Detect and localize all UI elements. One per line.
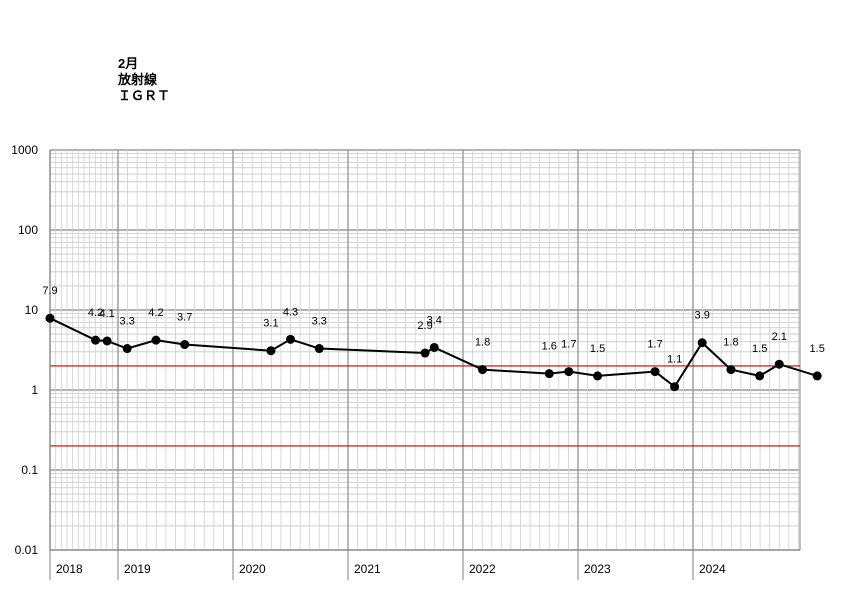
- data-point: [478, 365, 488, 375]
- data-label: 3.7: [177, 312, 192, 324]
- series-line: [49, 317, 818, 389]
- data-point: [151, 335, 161, 345]
- data-label: 3.4: [427, 314, 442, 326]
- data-point: [697, 338, 707, 348]
- data-point: [266, 346, 276, 356]
- data-label: 1.1: [667, 354, 682, 366]
- data-point: [755, 371, 765, 381]
- chart-title-block: 2月 放射線 ＩＧＲＴ: [118, 56, 170, 104]
- data-label: 1.8: [723, 337, 738, 349]
- x-tick-label: 2021: [354, 562, 381, 576]
- x-tick-label: 2018: [56, 562, 83, 576]
- data-label: 7.9: [42, 285, 57, 297]
- data-point: [314, 344, 324, 354]
- data-label: 2.1: [772, 331, 787, 343]
- y-tick-label: 10: [25, 303, 39, 317]
- data-point: [286, 334, 295, 344]
- data-label: 1.7: [561, 339, 576, 351]
- data-point: [544, 369, 554, 379]
- data-label: 3.9: [695, 310, 710, 322]
- data-point: [650, 367, 660, 377]
- data-label: 4.2: [148, 307, 163, 319]
- data-point: [670, 382, 680, 392]
- data-label: 1.7: [647, 339, 662, 351]
- data-label: 1.6: [542, 341, 557, 353]
- data-point: [180, 340, 190, 350]
- series-line-layer: [49, 317, 818, 389]
- y-tick-label: 0.01: [15, 543, 39, 557]
- x-tick-label: 2022: [469, 562, 496, 576]
- title-item: ＩＧＲＴ: [118, 88, 171, 103]
- data-points: [45, 313, 822, 392]
- data-label: 1.5: [810, 343, 825, 355]
- x-tick-label: 2019: [124, 562, 151, 576]
- data-label: 4.1: [99, 308, 114, 320]
- x-tick-label: 2023: [584, 562, 611, 576]
- data-point: [420, 348, 430, 358]
- data-label: 3.3: [120, 316, 135, 328]
- title-department: 放射線: [118, 72, 158, 87]
- y-tick-label: 100: [18, 223, 38, 237]
- data-point: [774, 359, 784, 369]
- data-label: 3.3: [312, 316, 327, 328]
- data-point: [564, 367, 574, 377]
- data-point: [812, 371, 822, 381]
- data-label: 1.5: [590, 343, 605, 355]
- data-point: [102, 336, 112, 346]
- title-month: 2月: [118, 56, 139, 71]
- data-point: [91, 335, 101, 345]
- y-tick-label: 0.1: [21, 463, 38, 477]
- data-label: 3.1: [263, 318, 278, 330]
- data-label: 1.5: [752, 343, 767, 355]
- reference-lines: [50, 365, 800, 447]
- data-point: [593, 371, 603, 381]
- data-point: [726, 365, 736, 375]
- y-tick-label: 1000: [11, 143, 38, 157]
- data-labels: 7.94.24.13.34.2 3.73.14.33.3 2.93.41.8 1.6 1…: [42, 285, 824, 365]
- x-tick-label: 2024: [699, 562, 726, 576]
- data-label: 1.8: [475, 337, 490, 349]
- data-point: [122, 344, 132, 354]
- y-tick-label: 1: [31, 383, 38, 397]
- data-point: [45, 313, 55, 323]
- axes: 1000 100 10 1 0.1 0.01 2018 2019 2020 2021 2022 202…: [11, 143, 800, 580]
- x-tick-label: 2020: [239, 562, 266, 576]
- data-point: [429, 342, 439, 352]
- data-label: 4.2: [88, 307, 103, 319]
- data-label: 2.9: [417, 320, 432, 332]
- data-label: 4.3: [283, 306, 298, 318]
